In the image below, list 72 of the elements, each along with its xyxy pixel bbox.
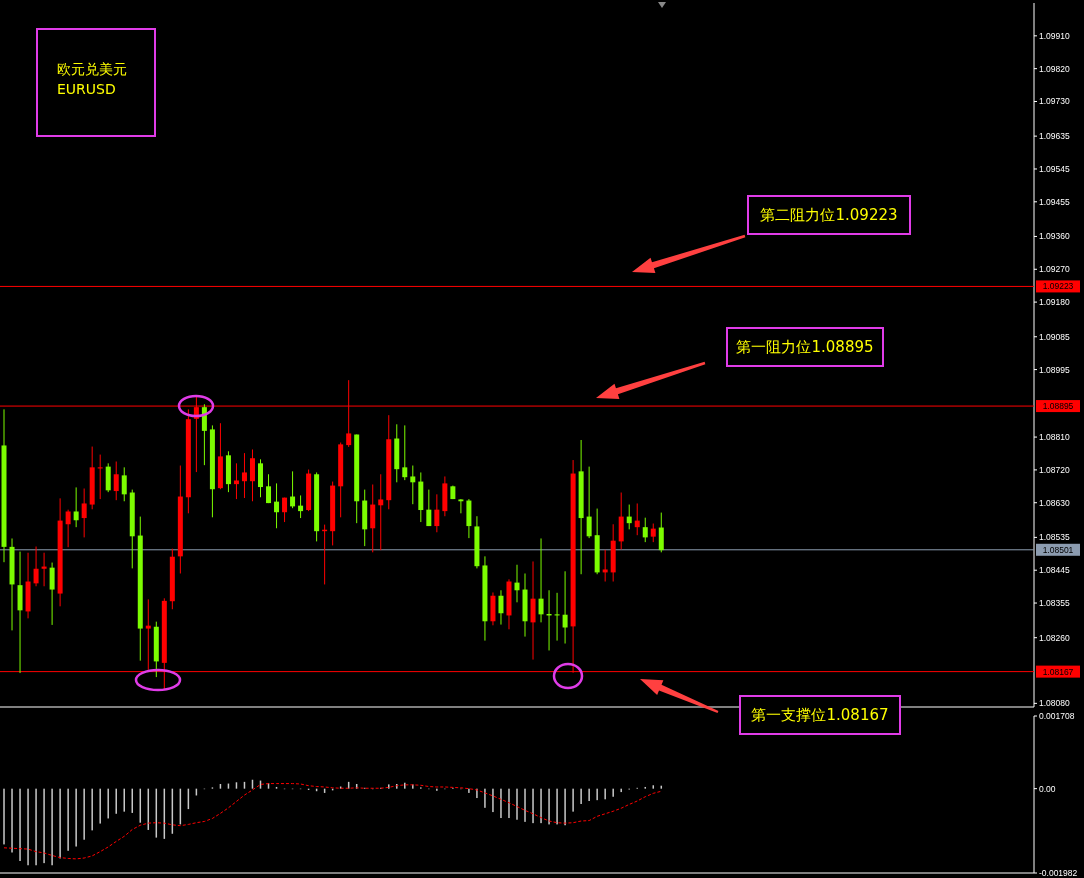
text: 欧元兑美元 [57, 61, 127, 77]
y-tick-label: -0.001982 [1039, 867, 1078, 878]
candlestick [145, 598, 151, 671]
candlestick [298, 494, 304, 519]
candlestick [73, 486, 79, 528]
text: EURUSD [57, 81, 116, 97]
candlestick [602, 549, 608, 583]
candlestick [290, 470, 296, 509]
candlestick [562, 570, 568, 645]
y-tick-label: 0.00 [1039, 783, 1056, 794]
y-tick-label: 1.08260 [1039, 632, 1070, 643]
candlestick [266, 473, 272, 504]
y-tick-label: 1.08630 [1039, 497, 1070, 508]
ref-line-label: 1.09223 [1042, 281, 1074, 292]
candlestick [241, 452, 247, 499]
candlestick [105, 462, 111, 493]
candlestick [434, 493, 440, 533]
candlestick [97, 454, 103, 500]
y-tick-label: 1.09085 [1039, 331, 1070, 342]
annotation: 第二阻力位1.09223 [760, 206, 898, 225]
annotation: 第一阻力位1.08895 [736, 338, 874, 357]
y-tick-label: 1.09910 [1039, 30, 1070, 41]
candlestick [41, 552, 47, 587]
line-series [3, 783, 662, 860]
y-tick-label: 1.08355 [1039, 598, 1070, 609]
candlestick [282, 497, 288, 523]
candlestick [626, 504, 632, 530]
y-tick-label: 1.09455 [1039, 196, 1070, 207]
ref-line-label: 1.08167 [1042, 666, 1074, 677]
candlestick [514, 564, 520, 603]
ref-line-label: 1.08895 [1042, 401, 1074, 412]
candlestick [378, 473, 384, 551]
candlestick [274, 482, 280, 529]
candlestick [410, 465, 416, 505]
y-tick-label: 1.08810 [1039, 432, 1070, 443]
candlestick [49, 562, 55, 626]
y-tick-label: 1.08720 [1039, 464, 1070, 475]
y-tick-label: 1.09180 [1039, 297, 1070, 308]
candlestick [650, 523, 656, 543]
candlestick [233, 462, 239, 500]
candlestick [258, 458, 263, 498]
y-tick-label: 1.08535 [1039, 532, 1070, 543]
candlestick [634, 502, 640, 536]
y-tick-label: 1.09545 [1039, 163, 1070, 174]
candlestick [249, 448, 255, 502]
candlestick [554, 592, 560, 642]
y-tick-label: 0.001708 [1039, 710, 1075, 721]
candlestick [426, 489, 432, 527]
y-tick-label: 1.09730 [1039, 96, 1070, 107]
candlestick [538, 537, 544, 623]
candlestick [370, 483, 376, 553]
y-tick-label: 1.09820 [1039, 63, 1070, 74]
candlestick [458, 498, 464, 514]
y-tick-label: 1.09360 [1039, 231, 1070, 242]
y-tick-label: 1.09270 [1039, 264, 1070, 275]
y-tick-label: 1.09635 [1039, 131, 1070, 142]
y-tick-label: 1.08445 [1039, 565, 1070, 576]
candlestick [586, 466, 592, 539]
ref-line-label: 1.08501 [1042, 544, 1074, 555]
candlestick [121, 466, 127, 502]
candlestick [658, 512, 664, 553]
candlestick [642, 517, 648, 543]
y-tick-label: 1.08080 [1039, 698, 1070, 709]
candlestick [33, 546, 39, 587]
candlestick [65, 509, 71, 548]
candlestick [81, 488, 87, 538]
candlestick [402, 424, 408, 481]
candlestick [113, 461, 119, 501]
annotation: 第一支撑位1.08167 [751, 706, 889, 725]
candlestick [530, 560, 536, 661]
candlestick [498, 589, 504, 626]
y-tick-label: 1.08995 [1039, 364, 1070, 375]
